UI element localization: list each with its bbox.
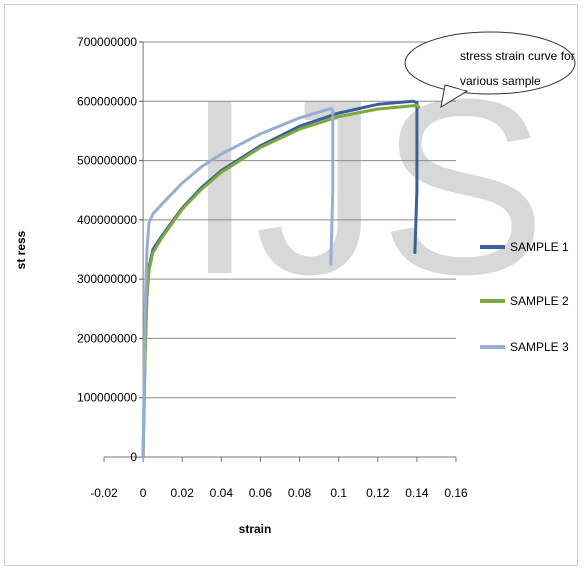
tick-labels: 0 100000000 200000000 300000000 400000000 500… [77, 35, 468, 500]
x-tick-label: 0.12 [366, 486, 390, 500]
x-tick-label: 0.1 [330, 486, 347, 500]
legend-label-2: SAMPLE 2 [510, 294, 569, 308]
y-axis-title: st ress [14, 230, 28, 269]
series-group [141, 99, 421, 459]
x-tick-label: 0.06 [249, 486, 273, 500]
legend: SAMPLE 1 SAMPLE 2 SAMPLE 3 [480, 240, 569, 354]
x-tick-label: 0.08 [288, 486, 312, 500]
x-tick-label: 0 [140, 486, 147, 500]
callout-text-line-2: various sample [460, 74, 541, 88]
y-tick-label: 700000000 [77, 35, 137, 49]
x-tick-label: 0.14 [405, 486, 429, 500]
chart-frame: IJS 0 100000000 200000000 300000000 40000000… [4, 4, 578, 566]
chart-svg: IJS 010000000020000000030000000040000000… [14, 31, 576, 536]
callout-bubble [404, 31, 576, 95]
y-tick-label: 100000000 [77, 391, 137, 405]
y-tick-label: 300000000 [77, 272, 137, 286]
x-tick-label: -0.02 [90, 486, 118, 500]
legend-label-1: SAMPLE 1 [510, 240, 569, 254]
y-tick-label: 600000000 [77, 94, 137, 108]
callout-tail [440, 84, 469, 109]
series-line-3 [141, 106, 335, 459]
y-tick-label: 500000000 [77, 154, 137, 168]
y-tick-label: 200000000 [77, 331, 137, 345]
x-tick-label: 0.02 [171, 486, 195, 500]
legend-label-3: SAMPLE 3 [510, 340, 569, 354]
annotation-callout: stress strain curve for various sample [404, 31, 576, 109]
series-line-2 [141, 103, 421, 459]
callout-text-line-1: stress strain curve for [460, 49, 575, 63]
callout-tail-mask [448, 81, 466, 91]
y-tick-label: 400000000 [77, 213, 137, 227]
y-tick-label: 0 [130, 450, 137, 464]
x-tick-label: 0.16 [444, 486, 468, 500]
x-axis-title: strain [239, 522, 272, 536]
x-tick-label: 0.04 [210, 486, 234, 500]
